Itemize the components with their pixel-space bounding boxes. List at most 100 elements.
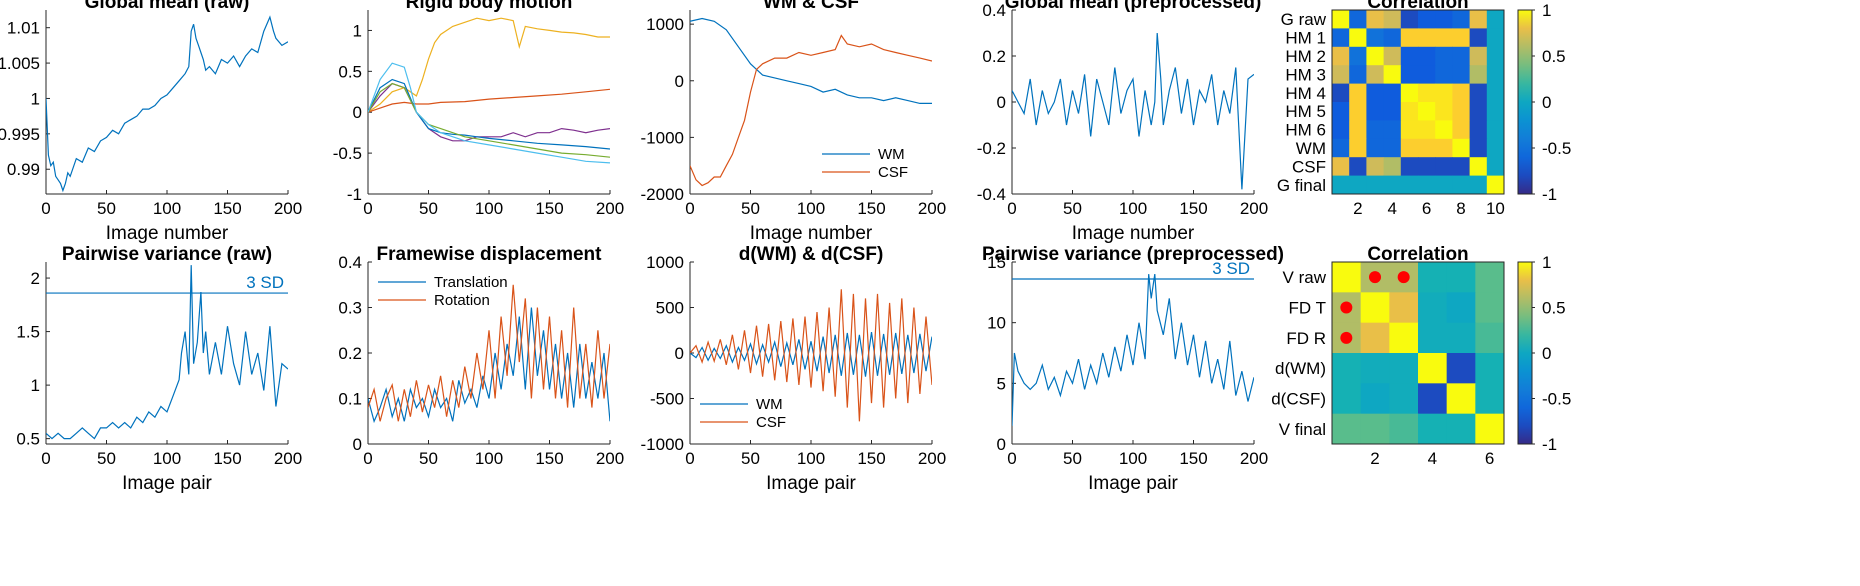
- heatmap-cell: [1360, 292, 1390, 324]
- chart-title: d(WM) & d(CSF): [739, 244, 884, 265]
- heatmap-cell: [1400, 120, 1419, 140]
- heatmap-cell: [1349, 10, 1367, 29]
- heatmap-cell: [1475, 322, 1505, 354]
- heatmap-cell: [1366, 83, 1385, 103]
- heatmap-cell: [1486, 157, 1505, 177]
- heatmap-cell: [1383, 157, 1402, 177]
- x-tick-label: 100: [475, 199, 503, 218]
- series-line-1: [690, 289, 932, 422]
- y-tick-label: -2000: [641, 185, 684, 204]
- heatmap-cell: [1400, 175, 1419, 195]
- heatmap-cell: [1366, 46, 1385, 66]
- series-line-1: [690, 34, 932, 187]
- y-tick-label: 1.005: [0, 54, 40, 73]
- heatmap-cell: [1360, 383, 1390, 415]
- y-tick-label: 0.3: [338, 299, 362, 318]
- row-label: V final: [1279, 420, 1326, 439]
- heatmap-cell: [1332, 138, 1350, 158]
- row-label: V raw: [1283, 268, 1327, 287]
- heatmap-cell: [1366, 102, 1385, 121]
- heatmap-cell: [1332, 102, 1350, 121]
- x-tick-label: 2: [1370, 449, 1379, 468]
- x-tick-label: 0: [1007, 449, 1016, 468]
- heatmap-cell: [1332, 28, 1350, 48]
- chart-title: Framewise displacement: [377, 244, 603, 265]
- chart-title: Global mean (raw): [85, 0, 250, 13]
- series-line-0: [1012, 274, 1254, 426]
- x-tick-label: 200: [1240, 449, 1268, 468]
- heatmap-cell: [1360, 413, 1390, 445]
- x-tick-label: 8: [1456, 199, 1465, 218]
- y-tick-label: 0: [353, 435, 362, 454]
- row-label: HM 1: [1285, 29, 1326, 48]
- x-tick-label: 100: [797, 449, 825, 468]
- line-chart-2: WM & CSF 0 50 100 150 200 -2000 -1000 0 1000 Image…: [641, 0, 947, 244]
- heatmap-cell: [1452, 10, 1471, 29]
- series-line-0: [368, 307, 610, 424]
- x-tick-label: 100: [153, 449, 181, 468]
- y-tick-label: 1000: [646, 15, 684, 34]
- chart-title: Pairwise variance (raw): [62, 244, 272, 265]
- heatmap-cell: [1332, 175, 1350, 195]
- legend-label: WM: [878, 146, 905, 163]
- colorbar-tick-label: -0.5: [1542, 390, 1571, 409]
- heatmap-cell: [1469, 102, 1488, 121]
- x-tick-label: 50: [97, 199, 116, 218]
- x-tick-label: 6: [1422, 199, 1431, 218]
- heatmap-cell: [1469, 65, 1488, 85]
- heatmap-cell: [1400, 83, 1419, 103]
- heatmap-cell: [1349, 65, 1367, 85]
- y-tick-label: 1.5: [16, 323, 40, 342]
- x-tick-label: 50: [1063, 449, 1082, 468]
- y-tick-label: 0.2: [338, 344, 362, 363]
- heatmap-cell: [1332, 10, 1350, 29]
- x-tick-label: 50: [97, 449, 116, 468]
- heatmap-cell: [1435, 10, 1453, 29]
- heatmap-cell: [1332, 262, 1362, 293]
- heatmap-cell: [1332, 83, 1350, 103]
- heatmap-cell: [1452, 175, 1471, 195]
- x-tick-label: 200: [274, 199, 302, 218]
- heatmap-cell: [1469, 10, 1488, 29]
- x-tick-label: 150: [857, 199, 885, 218]
- x-tick-label: 150: [213, 199, 241, 218]
- heatmap-cell: [1486, 65, 1505, 85]
- heatmap-cell: [1486, 138, 1505, 158]
- heatmap-cell: [1418, 262, 1448, 293]
- line-chart-8: Pairwise variance (preprocessed)0 50 100 15…: [982, 244, 1284, 494]
- heatmap-cell: [1418, 120, 1436, 140]
- series-line-0: [46, 265, 288, 440]
- y-tick-label: 1: [31, 376, 40, 395]
- row-label: HM 3: [1285, 65, 1326, 84]
- heatmap-cell: [1435, 65, 1453, 85]
- legend-label: Rotation: [434, 292, 490, 309]
- heatmap-cell: [1349, 138, 1367, 158]
- heatmap-cell: [1486, 10, 1505, 29]
- heatmap-cell: [1435, 138, 1453, 158]
- heatmap-cell: [1475, 413, 1505, 445]
- x-tick-label: 0: [685, 449, 694, 468]
- heatmap-frame: [1331, 9, 1505, 195]
- x-tick-label: 200: [596, 449, 624, 468]
- x-tick-label: 150: [1179, 449, 1207, 468]
- row-label: HM 5: [1285, 102, 1326, 121]
- x-tick-label: 4: [1428, 449, 1437, 468]
- heatmap-cell: [1389, 292, 1419, 324]
- heatmap-cell: [1418, 138, 1436, 158]
- heatmap-cell: [1349, 102, 1367, 121]
- heatmap-cell: [1389, 383, 1419, 415]
- heatmap-cell: [1446, 262, 1476, 293]
- series-line-1: [368, 88, 610, 113]
- heatmap-cell: [1486, 102, 1505, 121]
- line-chart-3: Global mean (preprocessed) 0 50 100 150 200 -0…: [977, 0, 1268, 244]
- heatmap-cell: [1349, 175, 1367, 195]
- x-tick-label: 50: [1063, 199, 1082, 218]
- y-tick-label: 10: [987, 314, 1006, 333]
- y-tick-label: 0: [353, 103, 362, 122]
- heatmap-cell: [1332, 46, 1350, 66]
- series-line-0: [1012, 32, 1254, 190]
- heatmap-cell: [1400, 46, 1419, 66]
- heatmap-cell: [1475, 262, 1505, 293]
- series-line-0: [690, 332, 932, 377]
- series-line-2: [368, 82, 610, 142]
